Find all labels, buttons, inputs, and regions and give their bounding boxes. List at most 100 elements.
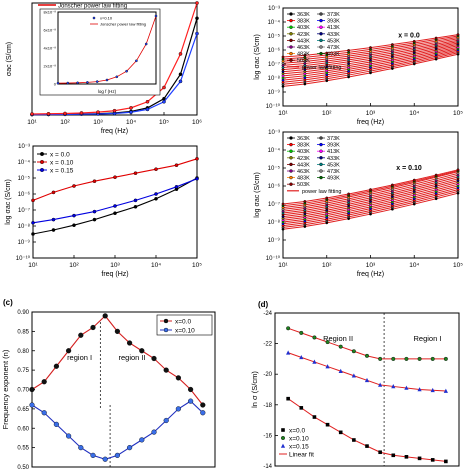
top-left-point <box>96 110 100 114</box>
panel-d-point <box>378 356 383 361</box>
top-right-point <box>325 51 329 55</box>
panel-d-point <box>443 356 448 361</box>
middle-right-legend-marker <box>289 136 293 140</box>
middle-right-legend-label: 503K <box>297 182 310 188</box>
panel-d-legend-label: x=0.15 <box>289 444 309 451</box>
panel-d-point <box>391 356 396 361</box>
top-left-xtick-label: 10⁶ <box>192 119 202 126</box>
top-right-ytick-label: 10⁻¹⁰ <box>266 103 281 110</box>
panel-d-ytick-label: -14 <box>263 464 272 470</box>
middle-right-point <box>434 173 438 177</box>
middle-right-legend-label: 453K <box>327 162 340 168</box>
middle-right-point <box>347 192 351 196</box>
panel-c-point <box>65 433 72 439</box>
top-left-point <box>195 31 199 36</box>
middle-left-point <box>72 184 76 188</box>
panel-c-ytick-label: 0.80 <box>17 349 29 355</box>
panel-d-point <box>391 384 396 389</box>
middle-right-legend-label: 443K <box>297 162 310 168</box>
panel-d-point <box>404 356 409 361</box>
top-right-point <box>347 49 351 52</box>
middle-right-ytick-label: 10⁻⁷ <box>268 201 280 208</box>
panel-d-frame <box>274 312 460 467</box>
middle-right-ytick-label: 10⁻⁴ <box>268 147 281 154</box>
panel-d-legend-marker <box>281 428 285 432</box>
panel-c-legend-marker <box>163 327 169 333</box>
top-right-legend-marker <box>289 45 293 49</box>
top-right-legend-label: 413K <box>327 25 340 31</box>
panel-d-label: (d) <box>258 300 269 309</box>
middle-right-ytick-label: 10⁻⁶ <box>268 183 281 190</box>
inset-legend-label: Jonscher power law fitting <box>100 22 146 27</box>
middle-left-xtick-label: 10³ <box>110 262 120 269</box>
middle-left-xlabel: freq (Hz) <box>101 271 128 278</box>
middle-left-point <box>154 167 158 171</box>
panel-c-point <box>151 429 157 435</box>
middle-left-ytick-label: 10⁻¹⁰ <box>16 255 31 262</box>
top-right-legend-marker <box>289 51 293 56</box>
middle-left-legend-label: x = 0.0 <box>50 152 70 159</box>
middle-left-point <box>31 220 35 225</box>
panel-d-point <box>325 422 330 427</box>
inset-point <box>86 81 89 84</box>
panel-d-point <box>286 326 291 331</box>
panel-c-ytick-label: 0.70 <box>17 388 29 394</box>
top-right-legend-marker <box>319 25 323 29</box>
middle-left-legend-label: x = 0.15 <box>50 168 74 175</box>
middle-right-legend-marker <box>289 169 293 173</box>
panel-d-point <box>430 387 435 393</box>
middle-left-ytick-label: 10⁻⁶ <box>18 191 31 198</box>
top-right-legend-label: 373K <box>327 12 340 18</box>
middle-left-point <box>51 217 56 222</box>
panel-c-ytick-label: 0.55 <box>17 446 29 452</box>
middle-left-point <box>51 228 56 232</box>
top-right-legend-marker <box>289 12 293 16</box>
middle-left-point <box>133 171 138 175</box>
top-right-point <box>434 36 438 40</box>
panel-d-region-label: Region I <box>413 334 441 343</box>
middle-right-xtick-label: 10² <box>322 262 332 269</box>
top-left-point <box>195 1 199 5</box>
top-right-legend-label: 463K <box>297 45 310 51</box>
middle-left-ytick-label: 10⁻⁷ <box>18 207 30 214</box>
middle-left-point <box>31 198 35 203</box>
panel-c-point <box>29 402 35 408</box>
top-left-xtick-label: 10⁵ <box>159 119 169 126</box>
middle-left-point <box>174 163 179 167</box>
middle-left-ytick-label: 10⁻⁸ <box>18 223 31 230</box>
middle-right-legend-marker <box>289 156 293 160</box>
top-left-point <box>178 52 183 56</box>
middle-right-legend-marker <box>319 136 323 140</box>
top-right-xtick-label: 10⁴ <box>409 110 419 117</box>
top-left-point <box>79 111 84 115</box>
panel-d-point <box>286 396 290 401</box>
middle-right-ytick-label: 10⁻⁹ <box>268 237 281 244</box>
middle-left-point <box>113 211 117 215</box>
top-right-ytick-label: 10⁻⁶ <box>268 47 281 54</box>
panel-c-point <box>102 456 108 462</box>
top-left-point <box>195 16 199 21</box>
middle-left-legend-label: x = 0.10 <box>50 160 74 167</box>
top-right-xtick-label: 10⁵ <box>453 110 463 117</box>
middle-left-ylabel: log σac (S/cm) <box>5 179 12 225</box>
panel-c-point <box>175 406 182 412</box>
top-left-xtick-label: 10² <box>60 119 70 126</box>
middle-left-ytick-label: 10⁻⁹ <box>18 239 31 246</box>
middle-right-legend-label: 403K <box>297 149 310 155</box>
top-left-xtick-label: 10³ <box>93 119 103 126</box>
inset-point <box>95 80 99 83</box>
panel-d-point <box>364 377 370 383</box>
middle-right-legend-marker <box>319 169 323 173</box>
middle-right-point <box>456 168 460 172</box>
top-right-ytick-label: 10⁻⁸ <box>268 75 281 82</box>
inset-point <box>135 59 138 63</box>
panel-c-point <box>29 386 35 393</box>
inset-point <box>66 81 70 85</box>
middle-right-ytick-label: 10⁻³ <box>268 130 280 136</box>
panel-c-point <box>90 452 96 458</box>
panel-d-ytick-label: -18 <box>263 403 272 409</box>
panel-c-point <box>127 445 133 451</box>
panel-d-point <box>299 354 304 360</box>
top-right-legend-marker <box>289 25 293 29</box>
